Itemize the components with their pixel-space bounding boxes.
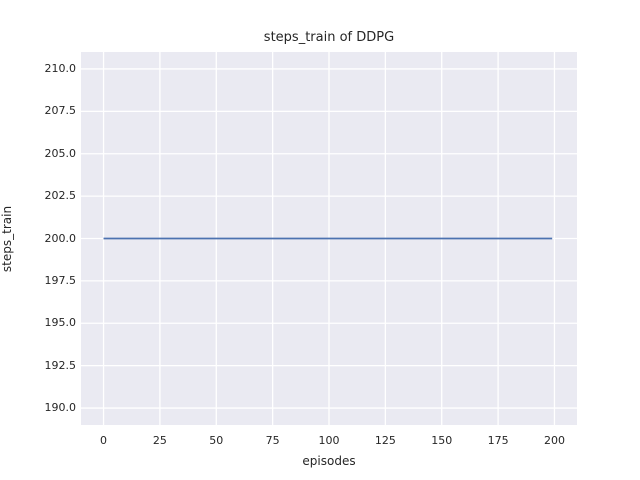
y-tick-label: 207.5 — [44, 104, 77, 118]
y-tick-label: 205.0 — [44, 146, 77, 160]
plot-canvas — [81, 52, 577, 425]
y-tick-label: 210.0 — [44, 61, 77, 75]
x-tick-label: 175 — [487, 434, 509, 447]
y-tick-label: 195.0 — [44, 316, 77, 330]
x-tick-label: 75 — [265, 434, 280, 447]
y-tick-label: 192.5 — [44, 358, 77, 372]
x-axis-tick-labels: 0 25 50 75 100 125 150 175 200 — [81, 433, 577, 449]
y-axis-tick-labels: 190.0 192.5 195.0 197.5 200.0 202.5 205.0 207.5… — [0, 52, 77, 425]
y-tick-label: 202.5 — [44, 189, 77, 203]
x-tick-label: 150 — [431, 434, 453, 447]
x-tick-label: 125 — [374, 434, 396, 447]
chart-title: steps_train of DDPG — [263, 30, 395, 45]
x-tick-label: 100 — [318, 434, 340, 447]
x-tick-label: 0 — [100, 434, 108, 447]
x-tick-label: 50 — [209, 434, 224, 447]
y-tick-label: 190.0 — [44, 401, 77, 415]
x-axis-label: episodes — [302, 454, 356, 468]
x-tick-label: 25 — [152, 434, 167, 447]
x-tick-label: 200 — [543, 434, 565, 447]
plot-area — [81, 52, 577, 425]
y-tick-label: 197.5 — [44, 273, 77, 287]
y-tick-label: 200.0 — [44, 231, 77, 245]
y-axis-label: steps_train — [0, 205, 14, 273]
